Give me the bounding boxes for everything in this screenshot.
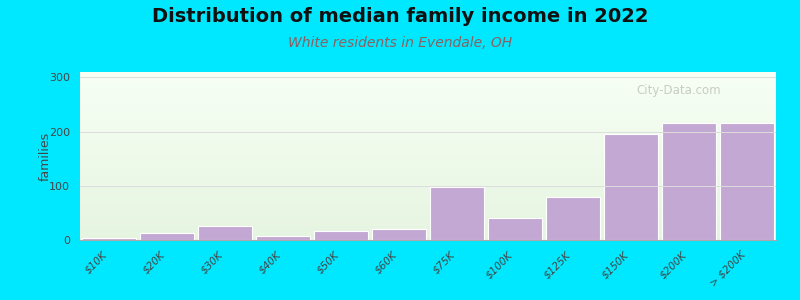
Bar (546, 196, 600, 240)
Bar (662, 124, 716, 240)
Bar (720, 124, 774, 240)
Bar (256, 236, 310, 240)
Bar (604, 134, 658, 240)
Bar (82, 238, 136, 240)
Text: City-Data.com: City-Data.com (637, 84, 722, 97)
Y-axis label: families: families (38, 131, 51, 181)
Bar (314, 231, 368, 240)
Bar (488, 218, 542, 240)
Bar (140, 233, 194, 240)
Bar (430, 187, 484, 240)
Bar (198, 226, 252, 240)
Bar (372, 229, 426, 240)
Text: Distribution of median family income in 2022: Distribution of median family income in … (152, 8, 648, 26)
Text: White residents in Evendale, OH: White residents in Evendale, OH (288, 36, 512, 50)
